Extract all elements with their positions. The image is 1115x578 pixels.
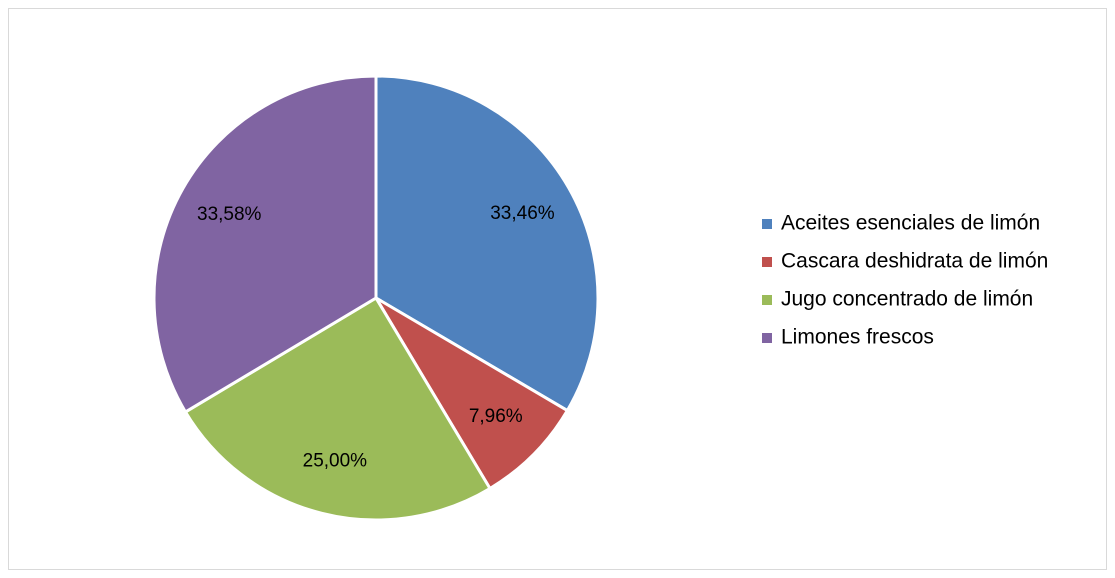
data-label: 25,00% bbox=[303, 451, 368, 472]
pie-slice bbox=[183, 296, 492, 522]
legend-label: Limones frescos bbox=[781, 326, 934, 349]
pie-slice bbox=[374, 296, 569, 491]
data-labels: 33,46% 7,96% 25,00% 33,58% bbox=[197, 203, 555, 471]
pie bbox=[152, 74, 600, 522]
legend-swatch bbox=[762, 219, 772, 229]
pie-slice bbox=[374, 74, 600, 413]
legend-label: Aceites esenciales de limón bbox=[781, 212, 1040, 235]
legend-label: Jugo concentrado de limón bbox=[781, 288, 1033, 311]
legend-swatch bbox=[762, 333, 772, 343]
data-label: 7,96% bbox=[469, 406, 523, 427]
data-label: 33,58% bbox=[197, 204, 262, 225]
pie-slice bbox=[152, 74, 378, 414]
legend-label: Cascara deshidrata de limón bbox=[781, 250, 1048, 273]
legend-swatch bbox=[762, 295, 772, 305]
legend-swatch bbox=[762, 257, 772, 267]
legend: Aceites esenciales de limón Cascara deshi… bbox=[762, 212, 1048, 349]
data-label: 33,46% bbox=[490, 203, 555, 224]
